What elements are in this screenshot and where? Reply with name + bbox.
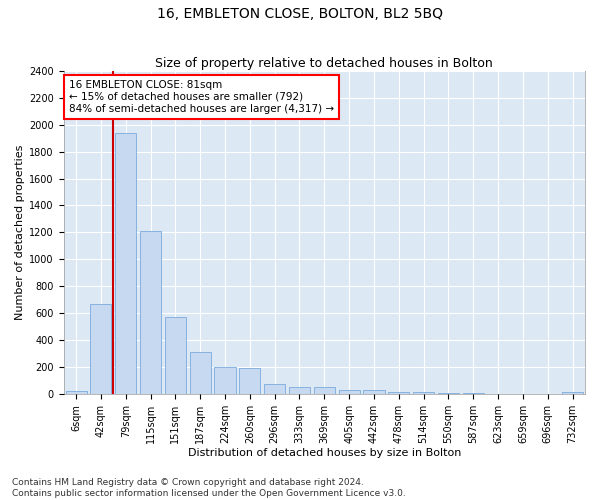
X-axis label: Distribution of detached houses by size in Bolton: Distribution of detached houses by size …	[188, 448, 461, 458]
Bar	[338, 390, 359, 394]
Bar	[562, 392, 583, 394]
Bar	[140, 231, 161, 394]
Bar	[364, 390, 385, 394]
Text: Contains HM Land Registry data © Crown copyright and database right 2024.
Contai: Contains HM Land Registry data © Crown c…	[12, 478, 406, 498]
Bar	[115, 132, 136, 394]
Bar	[264, 384, 285, 394]
Bar	[65, 391, 86, 394]
Y-axis label: Number of detached properties: Number of detached properties	[15, 145, 25, 320]
Bar	[214, 368, 236, 394]
Bar	[413, 392, 434, 394]
Bar	[91, 304, 112, 394]
Bar	[438, 393, 459, 394]
Bar	[190, 352, 211, 394]
Bar	[165, 316, 186, 394]
Bar	[239, 368, 260, 394]
Bar	[463, 393, 484, 394]
Bar	[314, 388, 335, 394]
Bar	[388, 392, 409, 394]
Text: 16 EMBLETON CLOSE: 81sqm
← 15% of detached houses are smaller (792)
84% of semi-: 16 EMBLETON CLOSE: 81sqm ← 15% of detach…	[69, 80, 334, 114]
Bar	[289, 388, 310, 394]
Title: Size of property relative to detached houses in Bolton: Size of property relative to detached ho…	[155, 56, 493, 70]
Text: 16, EMBLETON CLOSE, BOLTON, BL2 5BQ: 16, EMBLETON CLOSE, BOLTON, BL2 5BQ	[157, 8, 443, 22]
